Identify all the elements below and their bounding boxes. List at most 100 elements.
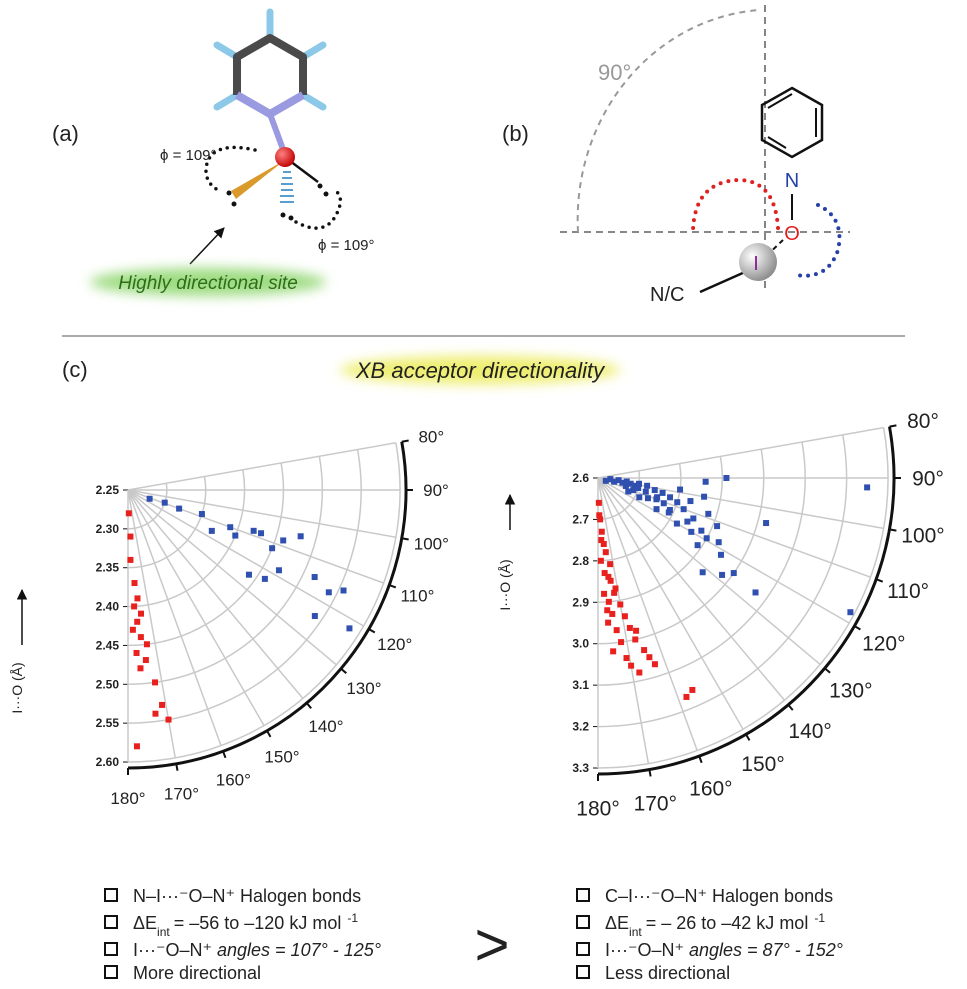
text-part: = – 26 to –42 kJ mol [646, 913, 809, 933]
point [159, 702, 165, 708]
checkbox [577, 966, 589, 978]
caption: Highly directional site [118, 273, 298, 294]
point [753, 589, 759, 595]
theta-tick-label: 110° [400, 586, 434, 605]
point [622, 613, 628, 619]
arrow [190, 228, 224, 264]
theta-tick-label: 160° [689, 777, 732, 800]
polar-chart: 2.62.72.82.93.03.13.23.380°90°100°110°12… [497, 410, 945, 820]
theta-tick-label: 120° [377, 635, 412, 654]
comparison-symbol: > [474, 911, 509, 978]
panel-a: (a) ϕ = 109° ϕ = 109° Highly directional… [52, 12, 375, 296]
point [690, 515, 696, 521]
atom-label: O [784, 223, 800, 245]
r-tick-label: 3.1 [572, 678, 589, 692]
point [209, 528, 215, 534]
theta-tick-label: 90° [423, 481, 449, 500]
point [246, 572, 252, 578]
superscript: -1 [814, 911, 825, 925]
point [667, 494, 673, 500]
r-tick-label: 2.50 [96, 677, 120, 691]
point [628, 663, 634, 669]
point [636, 494, 642, 500]
section-title: XB acceptor directionality [355, 358, 606, 383]
axis-title: I···O (Å) [9, 662, 25, 713]
point [130, 627, 136, 633]
theta-tick [746, 734, 750, 740]
point [262, 576, 268, 582]
theta-tick-label: 170° [164, 784, 199, 803]
point [763, 520, 769, 526]
point [227, 524, 233, 530]
theta-tick-label: 180° [576, 797, 619, 820]
point [661, 500, 667, 506]
point [599, 529, 605, 535]
theta-tick-label: 130° [829, 679, 872, 702]
hydrogens [217, 12, 323, 107]
point [705, 511, 711, 517]
point [605, 574, 611, 580]
checkbox [577, 889, 589, 901]
r-tick-label: 3.0 [572, 637, 589, 651]
point [232, 533, 238, 539]
text-part: = –56 to –120 kJ mol [174, 913, 342, 933]
point [131, 603, 137, 609]
group-label: N/C [650, 284, 684, 306]
theta-tick [402, 441, 409, 442]
point [134, 619, 140, 625]
panel-label: (a) [52, 121, 79, 146]
n-o-bond [270, 114, 284, 152]
text-part: ΔE [605, 913, 629, 933]
point [652, 487, 658, 493]
point [645, 495, 651, 501]
point [719, 572, 725, 578]
hash-bond [280, 172, 294, 202]
point [646, 654, 652, 660]
bullet-text: I···⁻O–N⁺angles = 87° - 152° [605, 940, 843, 960]
point [605, 620, 611, 626]
point [636, 670, 642, 676]
point [607, 561, 613, 567]
point [152, 679, 158, 685]
point [132, 580, 138, 586]
point [144, 641, 150, 647]
point [312, 613, 318, 619]
theta-tick-label: 140° [308, 717, 343, 736]
point [126, 510, 132, 516]
point [134, 650, 140, 656]
point [596, 512, 602, 518]
theta-tick [854, 626, 860, 630]
point [176, 506, 182, 512]
blue-arc [796, 205, 839, 276]
point [134, 743, 140, 749]
checkbox [577, 943, 589, 955]
point [617, 601, 623, 607]
theta-tick-label: 160° [216, 770, 251, 789]
text-part: angles = 107° - 125° [217, 940, 381, 960]
point [716, 539, 722, 545]
point [674, 499, 680, 505]
theta-tick-label: 150° [264, 748, 299, 767]
atom-label: I [753, 253, 759, 275]
point [641, 647, 647, 653]
theta-tick [649, 770, 650, 777]
point [596, 500, 602, 506]
checkbox [577, 916, 589, 928]
theta-tick-label: 180° [110, 789, 145, 808]
point [598, 537, 604, 543]
point [627, 625, 633, 631]
theta-tick [176, 764, 177, 771]
theta-tick [267, 731, 271, 737]
figure: (a) ϕ = 109° ϕ = 109° Highly directional… [0, 0, 967, 984]
r-tick-label: 2.30 [96, 522, 120, 536]
ring-n [237, 95, 303, 114]
point [625, 488, 631, 494]
theta-tick-label: 110° [887, 580, 929, 603]
r-tick-label: 2.35 [96, 561, 120, 575]
r-tick-label: 2.8 [572, 554, 589, 568]
atom-label: N [785, 170, 799, 192]
point [653, 496, 659, 502]
point [143, 657, 149, 663]
theta-tick [699, 756, 701, 763]
